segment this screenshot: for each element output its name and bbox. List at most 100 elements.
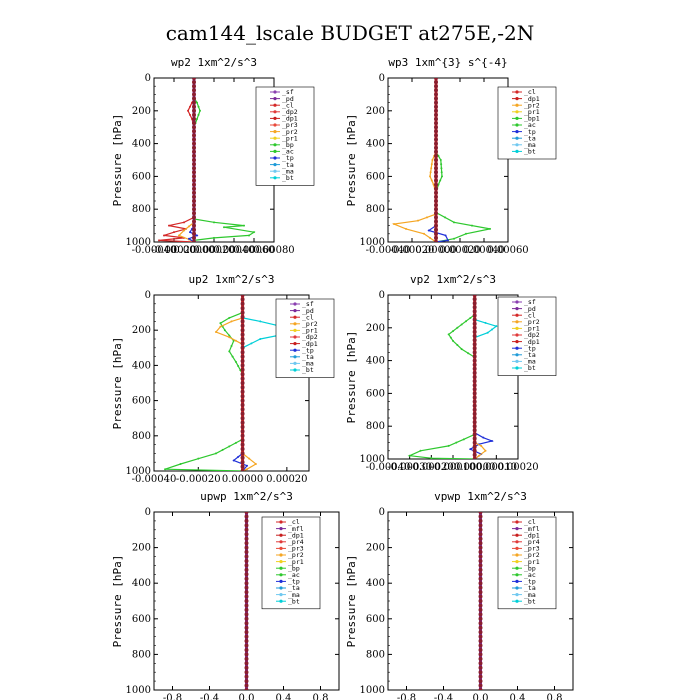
legend-marker [515, 313, 519, 317]
zero-series-marker [240, 398, 245, 403]
zero-series-marker [434, 80, 438, 85]
zero-series-marker [434, 78, 438, 80]
legend-marker [515, 333, 519, 337]
plot-frame [387, 77, 509, 243]
zero-series-marker [478, 625, 483, 630]
zero-series-marker [434, 153, 438, 158]
series-marker [480, 444, 483, 447]
zero-series-marker [192, 88, 196, 93]
series-marker [405, 227, 407, 230]
series-marker [179, 462, 182, 465]
x-tick-label: -0.00020 [390, 245, 435, 256]
legend-marker [273, 156, 277, 160]
chart-panel: vpwp 1xm^2/s^3 Pressure [hPa] 0 200 400 600 80… [345, 490, 574, 700]
zero-series-marker [478, 541, 483, 546]
zero-series-marker [472, 424, 477, 429]
zero-series-marker [240, 345, 245, 350]
series-marker [196, 234, 198, 237]
legend-marker [293, 302, 297, 306]
zero-series-marker [434, 170, 438, 175]
y-tick-label: 1000 [360, 237, 385, 248]
zero-series-marker [192, 96, 196, 101]
series-marker [444, 216, 446, 219]
x-tick-label: 0.00060 [233, 245, 274, 256]
series-marker [429, 236, 431, 239]
chart-panel: wp3 1xm^{3} s^{-4} Pressure [hPa] 0 200 400 6… [345, 56, 557, 256]
legend-marker [273, 149, 277, 153]
series-group [391, 78, 491, 242]
y-tick-label: 800 [132, 649, 151, 660]
y-tick-label: 1000 [126, 237, 151, 248]
legend-marker [279, 573, 283, 577]
legend-marker [515, 553, 519, 557]
legend-label: _bt [282, 174, 294, 182]
y-tick-label: 800 [366, 204, 385, 215]
zero-series-marker [192, 178, 196, 183]
zero-series-marker [434, 104, 438, 109]
legend-marker [273, 176, 277, 180]
x-tick-label: -0.00020 [176, 474, 221, 485]
legend-marker [273, 116, 277, 120]
x-tick-label: 0.00040 [213, 245, 254, 256]
series-line-pr2 [215, 295, 257, 471]
legend-label: _cl [524, 311, 536, 319]
zero-series-marker [240, 297, 245, 302]
zero-series-marker [192, 215, 196, 220]
y-tick-label: 600 [366, 614, 385, 625]
legend-marker [279, 599, 283, 603]
x-tick-label: -0.00020 [152, 245, 197, 256]
zero-series-marker [478, 599, 483, 603]
series-marker [439, 159, 442, 161]
zero-series-marker [240, 301, 245, 306]
zero-series-marker [244, 554, 249, 559]
y-tick-label: 400 [132, 139, 151, 150]
panel-title: vpwp 1xm^2/s^3 [434, 490, 527, 503]
legend-marker [515, 110, 519, 114]
zero-series-marker [478, 558, 483, 563]
zero-series-marker [434, 235, 438, 240]
legend-label: _dp1 [524, 338, 540, 346]
legend: _cl_mfl_dp1_pr4_pr3_pr2_pr1_bp_ac_tp_ta_… [261, 516, 321, 610]
zero-series-marker [240, 359, 245, 363]
legend-label: _pr3 [288, 545, 304, 553]
zero-series-marker [240, 403, 245, 407]
series-marker [440, 171, 443, 174]
zero-series-marker [478, 523, 483, 528]
zero-series-marker [244, 581, 249, 586]
zero-series-marker [244, 612, 249, 617]
zero-series-marker [192, 137, 196, 142]
legend-marker [279, 579, 283, 584]
legend-marker [515, 546, 519, 551]
series-marker [230, 320, 233, 323]
panel-title: wp2 1xm^2/s^3 [171, 56, 257, 69]
series-marker [196, 101, 198, 104]
zero-series-marker [472, 411, 477, 416]
series-marker [228, 350, 231, 353]
zero-series-marker [478, 550, 483, 555]
zero-series-marker [244, 585, 249, 590]
legend-label: _pr1 [524, 108, 540, 116]
series-marker [248, 457, 251, 460]
legend: _sf_pd_cl_dp2_dp1_pr3_pr2_pr1_bp_ac_tp_t… [255, 86, 315, 186]
panel-title: up2 1xm^2/s^3 [188, 273, 274, 286]
series-marker [183, 221, 185, 224]
zero-series-marker [244, 679, 249, 684]
zero-series-marker [240, 425, 245, 429]
zero-series-marker [244, 607, 249, 612]
series-line-pr1 [407, 295, 476, 459]
zero-series-marker [472, 295, 477, 297]
zero-series-marker [240, 363, 245, 368]
legend-label: _dp1 [288, 531, 304, 539]
y-tick-label: 800 [366, 421, 385, 432]
zero-series-marker [478, 621, 483, 626]
series-marker [393, 222, 395, 225]
legend-label: _bt [524, 148, 536, 156]
legend-marker [515, 307, 519, 311]
series-marker [430, 163, 433, 166]
zero-series-marker [244, 656, 249, 661]
x-tick-label: -0.00040 [132, 474, 177, 485]
legend-marker [515, 116, 519, 120]
zero-series-marker [244, 512, 249, 514]
zero-series-marker [472, 379, 477, 384]
zero-series-marker [472, 366, 477, 371]
